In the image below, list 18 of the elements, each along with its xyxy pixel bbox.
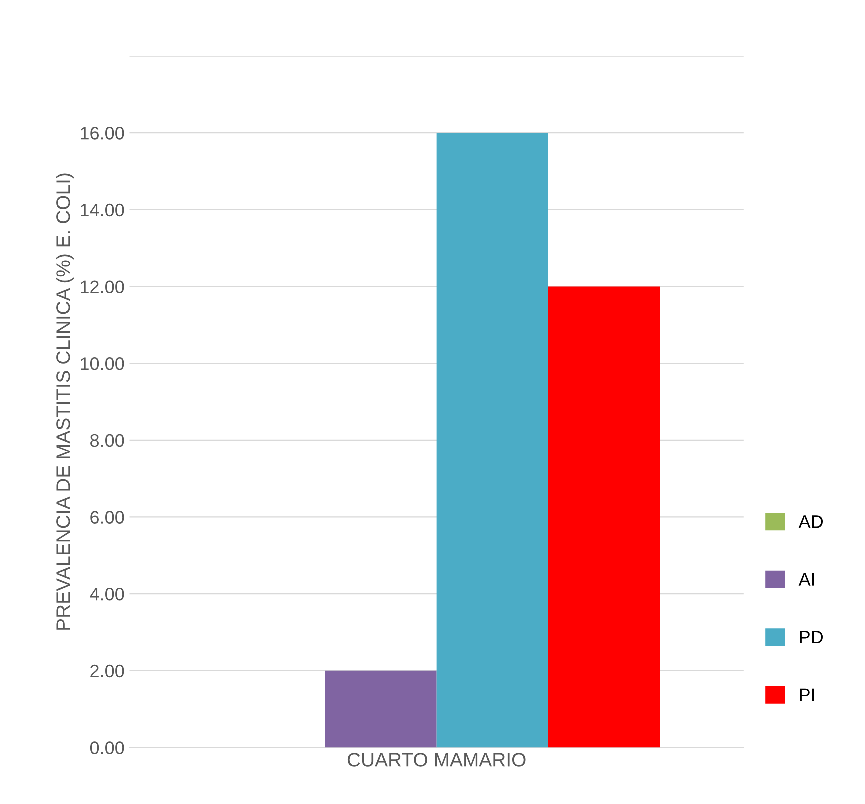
y-tick-label: 2.00 — [90, 664, 124, 678]
y-tick-label: 10.00 — [81, 358, 124, 370]
legend-label: AI — [798, 573, 814, 586]
y-tick-label: 0.00 — [90, 742, 124, 754]
y-tick-label: 6.00 — [90, 511, 124, 524]
legend-label: AD — [798, 516, 824, 528]
y-tick-label: 12.00 — [81, 280, 124, 294]
bar — [325, 670, 437, 748]
y-tick-label: 4.00 — [90, 588, 124, 601]
y-tick-label: 8.00 — [90, 434, 124, 448]
bar — [436, 133, 548, 748]
legend-label: PD — [800, 631, 824, 644]
x-tick-label: CUARTO MAMARIO — [348, 753, 526, 767]
bar — [548, 286, 660, 748]
y-tick-label: 14.00 — [81, 204, 124, 217]
y-tick-label: 16.00 — [81, 127, 124, 140]
legend-label: PI — [800, 688, 814, 702]
y-axis-title: PREVALENCIA DE MASTITIS CLINICA (%) E. COLI) — [56, 174, 74, 630]
